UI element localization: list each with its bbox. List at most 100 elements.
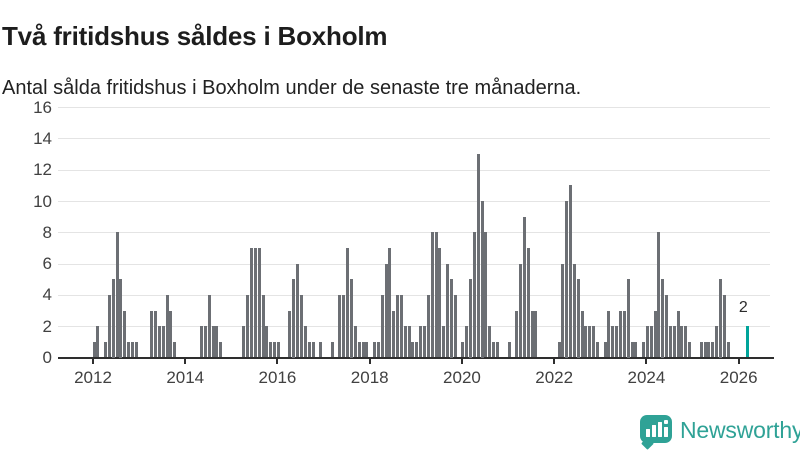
chart-subtitle: Antal sålda fritidshus i Boxholm under d… [2, 77, 582, 99]
bar [111, 279, 115, 358]
bar [603, 341, 607, 358]
x-axis-tick-label: 2018 [350, 368, 389, 387]
bar [161, 326, 165, 358]
bar [496, 341, 499, 358]
bar [200, 326, 204, 358]
bar [269, 341, 273, 358]
bar [342, 294, 346, 358]
bar [303, 326, 307, 358]
gridline [58, 138, 770, 140]
bar [373, 341, 377, 358]
bar [115, 232, 119, 358]
bar [595, 341, 599, 358]
bar [611, 326, 615, 358]
bar [469, 279, 473, 358]
bar [361, 341, 365, 358]
x-axis-tick-label: 2016 [258, 368, 297, 387]
y-axis-tick-label: 0 [42, 348, 52, 367]
x-axis-tick-label: 2012 [74, 368, 112, 387]
bar [569, 185, 573, 358]
bar [607, 310, 611, 358]
bar [376, 341, 380, 358]
bar [242, 326, 246, 358]
bar [661, 279, 665, 358]
bar [592, 326, 596, 358]
bar [453, 294, 457, 358]
bar [169, 310, 173, 358]
bar [657, 232, 661, 358]
y-axis-tick-label: 10 [33, 191, 52, 211]
bar [711, 341, 715, 358]
bar [718, 279, 722, 358]
y-axis-tick-label: 4 [42, 285, 52, 305]
x-axis-tick [645, 358, 648, 364]
bar [530, 310, 534, 358]
y-axis-tick-label: 16 [33, 97, 52, 117]
bar [365, 341, 369, 358]
gridline [58, 263, 770, 265]
bar [622, 310, 626, 358]
bar [207, 294, 211, 358]
bar [392, 310, 396, 358]
bar [707, 341, 711, 358]
bar [665, 294, 669, 358]
x-axis-tick [92, 358, 94, 364]
bar [584, 326, 588, 358]
bar [715, 326, 719, 358]
page-title: Två fritidshus såldes i Boxholm [2, 21, 388, 52]
bar [261, 294, 265, 358]
bar [346, 247, 350, 358]
bar [399, 294, 403, 358]
bar [150, 310, 154, 358]
bar [211, 326, 215, 358]
bar [476, 154, 480, 358]
bar [465, 326, 469, 358]
bar [92, 341, 96, 358]
bar [173, 341, 177, 358]
bar [676, 310, 680, 358]
newsworthy-logo[interactable]: Newsworthy [638, 414, 800, 450]
bar [615, 326, 619, 358]
x-axis-tick-label: 2024 [627, 368, 666, 387]
bar [680, 326, 684, 358]
x-axis-tick-label: 2026 [719, 368, 758, 387]
bar [649, 326, 653, 358]
bar [426, 294, 430, 358]
bar [653, 310, 657, 358]
gridline [58, 294, 770, 296]
bar [119, 279, 123, 358]
bar [153, 310, 157, 358]
bar [130, 341, 134, 358]
bar [273, 341, 277, 358]
bar [430, 232, 434, 358]
brand-name: Newsworthy [680, 417, 800, 443]
bar [349, 279, 353, 358]
bar [580, 310, 584, 358]
x-axis-tick [368, 358, 371, 364]
x-axis-tick-label: 2022 [535, 368, 574, 387]
bar [292, 279, 296, 358]
bar [246, 294, 250, 358]
bar [572, 263, 576, 358]
bar [449, 279, 453, 358]
bar [157, 326, 161, 358]
bar [134, 341, 138, 358]
x-axis-tick [737, 358, 740, 364]
bar [522, 216, 526, 358]
bar [415, 341, 419, 358]
bar [557, 341, 561, 358]
bar [630, 341, 634, 358]
x-axis-tick [460, 358, 463, 364]
bar [357, 341, 361, 358]
bar [488, 326, 492, 358]
x-axis-tick-label: 2020 [443, 368, 481, 387]
bar [634, 341, 638, 358]
bar [300, 294, 304, 358]
bar [438, 247, 442, 358]
bar [588, 326, 592, 358]
bar [123, 310, 127, 358]
bar [722, 294, 726, 358]
bar [127, 341, 131, 358]
bar [107, 294, 111, 358]
